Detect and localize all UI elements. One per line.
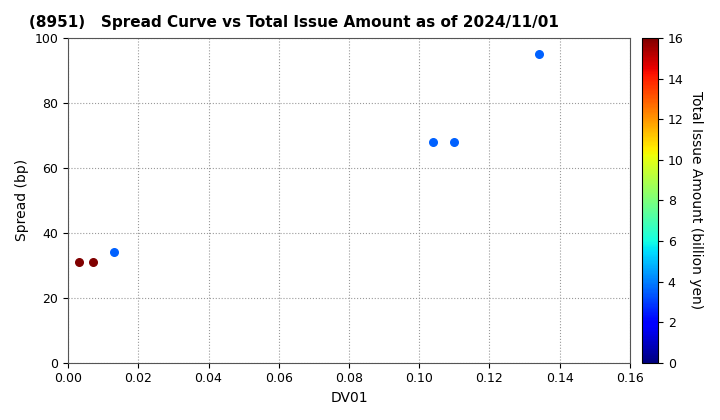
X-axis label: DV01: DV01: [330, 391, 368, 405]
Point: [108, 249, 120, 256]
Text: (8951)   Spread Curve vs Total Issue Amount as of 2024/11/01: (8951) Spread Curve vs Total Issue Amoun…: [29, 15, 559, 30]
Point: [533, 51, 544, 58]
Point: [428, 139, 439, 145]
Y-axis label: Spread (bp): Spread (bp): [15, 159, 29, 242]
Point: [87, 259, 99, 265]
Point: [73, 259, 84, 265]
Point: [449, 139, 460, 145]
Y-axis label: Total Issue Amount (billion yen): Total Issue Amount (billion yen): [689, 92, 703, 310]
